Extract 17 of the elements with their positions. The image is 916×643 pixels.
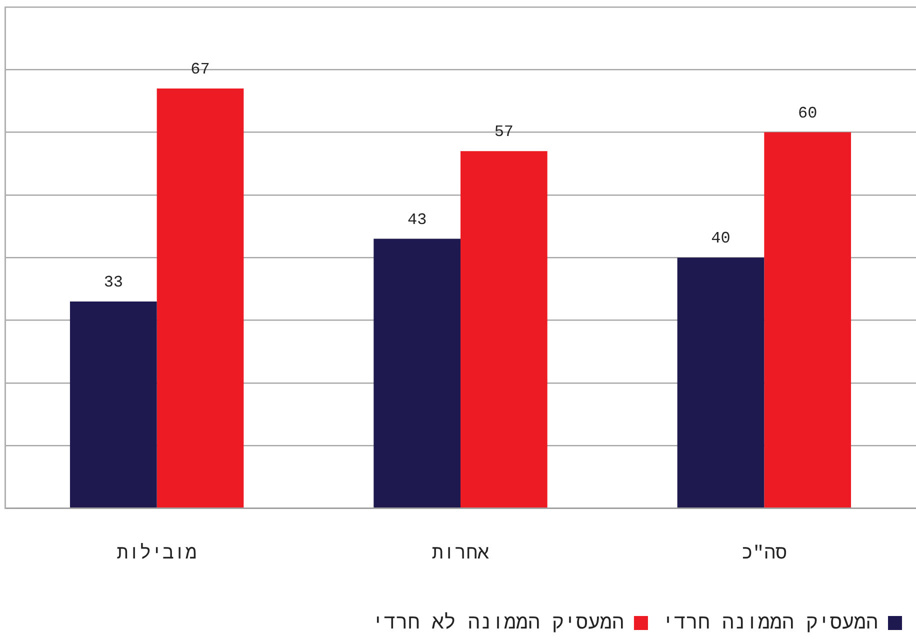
bar xyxy=(677,258,764,508)
legend-label: המעסיק הממונה לא חרדי xyxy=(372,611,624,636)
data-label: 60 xyxy=(798,104,818,122)
legend-label: המעסיק הממונה חרדי xyxy=(662,612,878,636)
data-label: 57 xyxy=(494,123,514,142)
bar xyxy=(374,238,460,508)
x-tick-label: סה"כ xyxy=(741,542,787,565)
data-label: 43 xyxy=(407,210,427,229)
x-tick-label: מובילות xyxy=(116,542,197,565)
data-label: 33 xyxy=(104,273,124,292)
data-label: 67 xyxy=(190,60,210,78)
bar xyxy=(156,88,244,508)
bar xyxy=(70,301,157,508)
x-tick-label: אחרות xyxy=(432,542,490,565)
bar xyxy=(764,132,852,508)
bar xyxy=(460,151,548,508)
data-label: 40 xyxy=(711,230,730,248)
